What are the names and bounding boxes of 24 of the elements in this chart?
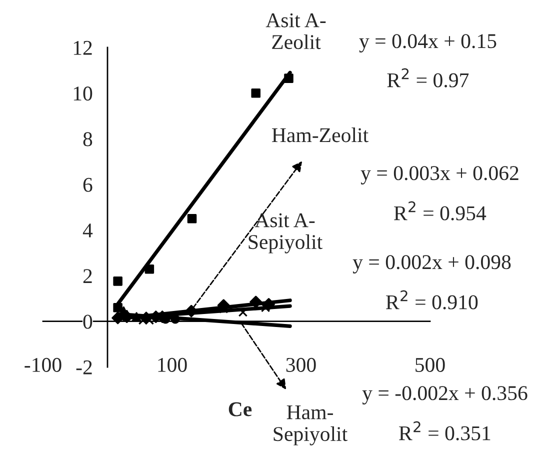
annotation: Ham- Sepiyolit [274,405,348,446]
annotation: R$^{2}$ = 0.954 [394,201,486,220]
y-tick-label: 0 [83,314,92,329]
x-tick-label: -100 [24,358,62,372]
annotation: y = 0.002x + 0.098 [352,255,511,274]
y-tick-label: 6 [83,178,92,192]
text: R$^{2}$ = 0.351 [399,421,490,440]
x-axis-title: Ce [228,402,252,416]
y-tick-label: 4 [82,224,93,238]
y-tick-label: -2 [76,360,92,374]
x-tick-label: 100 [158,358,187,372]
y-tick-label: 8 [83,132,92,146]
y-tick-label: 12 [74,40,92,55]
y-tick-label: 10 [74,86,92,101]
annotation: y = 0.04x + 0.15 [359,34,496,52]
annotation: Ham-Zeolit [272,128,368,142]
annotation: R$^{2}$ = 0.97 [387,68,469,88]
annotation: R$^{2}$ = 0.910 [386,290,478,310]
text: y = -0.002x + 0.356 [362,386,528,404]
x-tick-label: 500 [416,358,445,372]
y-tick-label: 2 [83,269,92,283]
annotation: y = 0.003x + 0.062 [360,166,518,184]
x-tick-label: 300 [286,358,316,372]
annotation: Asit A- Zeolit [266,13,326,50]
